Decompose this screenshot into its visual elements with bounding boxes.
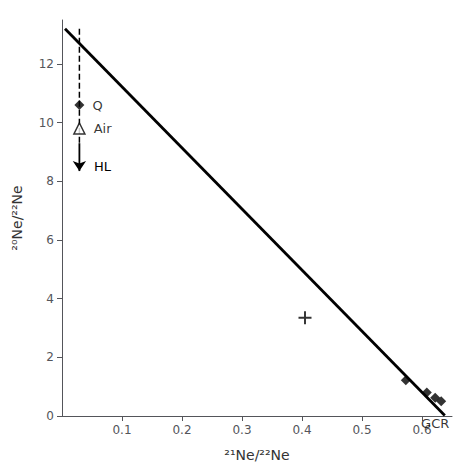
svg-text:0: 0 (46, 409, 54, 423)
svg-text:0.5: 0.5 (352, 423, 371, 437)
svg-text:0.1: 0.1 (112, 423, 131, 437)
svg-text:0.3: 0.3 (232, 423, 251, 437)
svg-text:HL: HL (94, 159, 112, 174)
svg-text:GCR: GCR (421, 416, 449, 431)
svg-text:2: 2 (46, 350, 54, 364)
svg-text:Air: Air (94, 121, 113, 136)
svg-text:12: 12 (39, 57, 54, 71)
svg-text:4: 4 (46, 292, 54, 306)
svg-text:0.2: 0.2 (172, 423, 191, 437)
svg-text:6: 6 (46, 233, 54, 247)
svg-text:10: 10 (39, 116, 54, 130)
svg-text:²⁰Ne/²²Ne: ²⁰Ne/²²Ne (9, 185, 25, 250)
svg-text:8: 8 (46, 174, 54, 188)
svg-text:Q: Q (92, 98, 102, 113)
svg-text:²¹Ne/²²Ne: ²¹Ne/²²Ne (224, 447, 289, 463)
svg-text:0.4: 0.4 (292, 423, 311, 437)
